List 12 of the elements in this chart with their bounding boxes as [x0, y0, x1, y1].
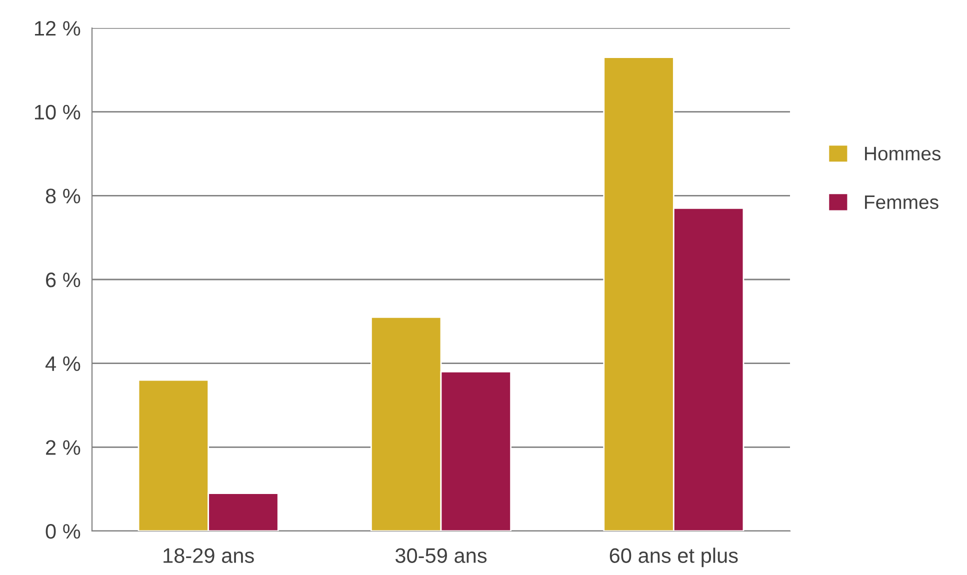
x-tick-label: 18-29 ans	[164, 548, 254, 563]
y-tick-label: 12 %	[34, 21, 80, 36]
y-tick-label: 0 %	[46, 524, 80, 539]
legend-label: Femmes	[865, 195, 938, 210]
x-tick-label: 30-59 ans	[395, 548, 487, 563]
y-tick-label: 10 %	[34, 104, 80, 120]
x-tick-label: 60 ans et plus	[610, 548, 738, 568]
y-tick-label: 4 %	[45, 356, 80, 372]
y-tick-label: 8 %	[46, 188, 80, 204]
y-tick-label: 6 %	[46, 272, 80, 288]
legend-label: Hommes	[865, 146, 941, 160]
y-tick-label: 2 %	[46, 440, 80, 455]
